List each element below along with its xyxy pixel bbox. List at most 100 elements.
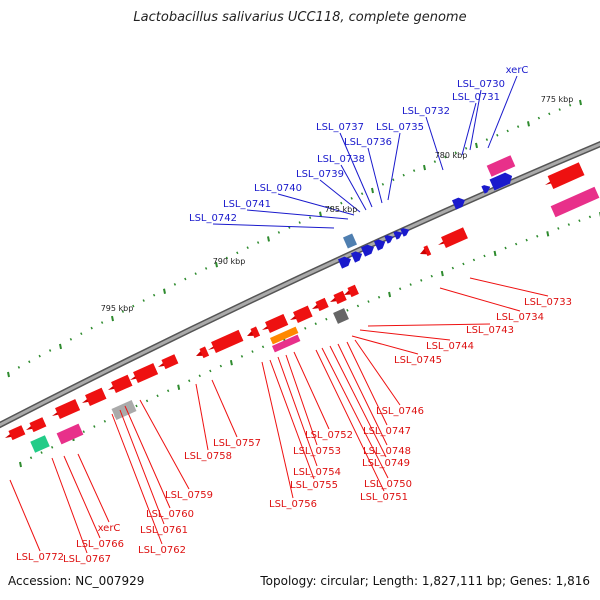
inner-scale-tick [483,254,486,258]
forward-gene-label: xerC [506,65,529,76]
reverse-gene-arrow-body [347,284,359,298]
reverse-gene-arrow [5,425,26,441]
reverse-leader-line [293,351,330,430]
reverse-gene-arrow [158,354,179,370]
reverse-leader-line [195,383,209,451]
gray-feature [111,400,137,420]
outer-scale-tick [215,261,218,268]
reverse-gene-arrow-body [133,363,159,384]
reverse-gene-arrow [344,284,359,298]
forward-gene-arrow-body [489,172,513,191]
reverse-gene-label: LSL_0762 [138,545,186,556]
forward-gene-arrow-body [481,185,491,194]
inner-scale-tick [198,374,201,378]
reverse-leader-line [285,354,318,446]
inner-scale-tick [388,291,392,298]
reverse-leader-line [111,413,163,545]
reverse-leader-line [321,347,389,479]
forward-gene-label: LSL_0740 [254,183,302,194]
reverse-leader-line [359,329,451,341]
reverse-gene-label: LSL_0767 [63,554,111,565]
reverse-leader-line [337,343,388,446]
outer-scale-tick [454,151,457,155]
reverse-gene-arrow-body [441,227,468,249]
reverse-leader-line [211,379,238,438]
inner-scale-tick [314,322,317,326]
reverse-gene-arrow-body [199,346,209,359]
forward-leader-line [487,75,518,149]
outer-scale-tick [496,133,499,137]
backbone-line [0,142,600,427]
reverse-gene-label: LSL_0745 [394,355,442,366]
backbone-layer [0,140,600,429]
scale-label: 780 kbp [435,151,468,160]
forward-leader-line [277,193,355,216]
outer-scale-tick [48,349,52,352]
forward-gene-label: LSL_0741 [223,199,271,210]
outer-scale-tick [38,354,41,358]
forward-leader-line [425,116,444,171]
inner-scale-tick [19,461,22,468]
reverse-gene-label: LSL_0766 [76,539,124,550]
forward-gene-arrow [350,251,363,263]
forward-gene-arrow-body [400,228,410,237]
outer-scale-tick [412,169,416,172]
forward-leader-line [339,132,373,208]
inner-scale-tick [156,394,159,398]
outer-scale-tick [381,183,385,186]
forward-gene-arrow [373,239,386,251]
forward-gene-label: LSL_0732 [402,106,450,117]
inner-scale-tick [240,355,244,358]
reverse-leader-line [439,287,521,312]
forward-leader-line [461,102,477,156]
inner-scale-tick [40,451,43,454]
scale-label: 790 kbp [213,257,246,266]
outer-scale-tick [548,112,551,116]
inner-scale-tick [209,369,212,373]
forward-gene-arrow [400,228,410,237]
reverse-leader-line [9,479,41,552]
forward-leader-line [387,132,401,201]
outer-scale-tick [132,304,135,308]
outer-scale-tick [277,231,281,234]
inner-scale-tick [229,359,233,366]
green-feature [30,435,50,453]
reverse-gene-label: LSL_0751 [360,492,408,503]
outer-scale-tick [80,332,83,336]
reverse-gene-label: LSL_0757 [213,438,261,449]
reverse-gene-arrow-body [111,374,133,394]
reverse-gene-arrow [420,245,432,257]
inner-scale-tick [504,246,507,250]
forward-gene-label: LSL_0736 [344,137,392,148]
outer-scale-tick [516,125,520,128]
outer-scale-tick [444,155,447,159]
reverse-leader-line [51,457,88,554]
outer-scale-tick [537,116,541,120]
inner-scale-tick [356,304,360,308]
inner-scale-tick [588,215,592,219]
reverse-leader-line [346,341,388,426]
tick-layer [7,99,600,468]
inner-scale-tick [578,219,581,223]
orange-feature [269,326,299,345]
forward-gene-arrow [451,197,465,210]
outer-scale-tick [69,337,73,341]
inner-scale-tick [367,300,370,303]
inner-scale-tick [188,379,191,383]
reverse-leader-line [119,409,165,525]
outer-scale-tick [246,246,249,249]
reverse-gene-arrow [108,374,133,394]
outer-scale-tick [350,197,353,200]
inner-scale-tick [145,399,149,403]
reverse-gene-label: LSL_0743 [466,325,514,336]
inner-scale-tick [409,283,412,286]
magenta-feature-left [56,423,84,445]
outer-scale-tick [17,366,21,369]
reverse-gene-arrow [330,290,347,305]
forward-leader-line [367,147,383,204]
inner-scale-tick [377,295,381,299]
reverse-leader-line [124,405,171,509]
outer-scale-tick [267,236,270,242]
forward-leader-line [319,179,361,213]
